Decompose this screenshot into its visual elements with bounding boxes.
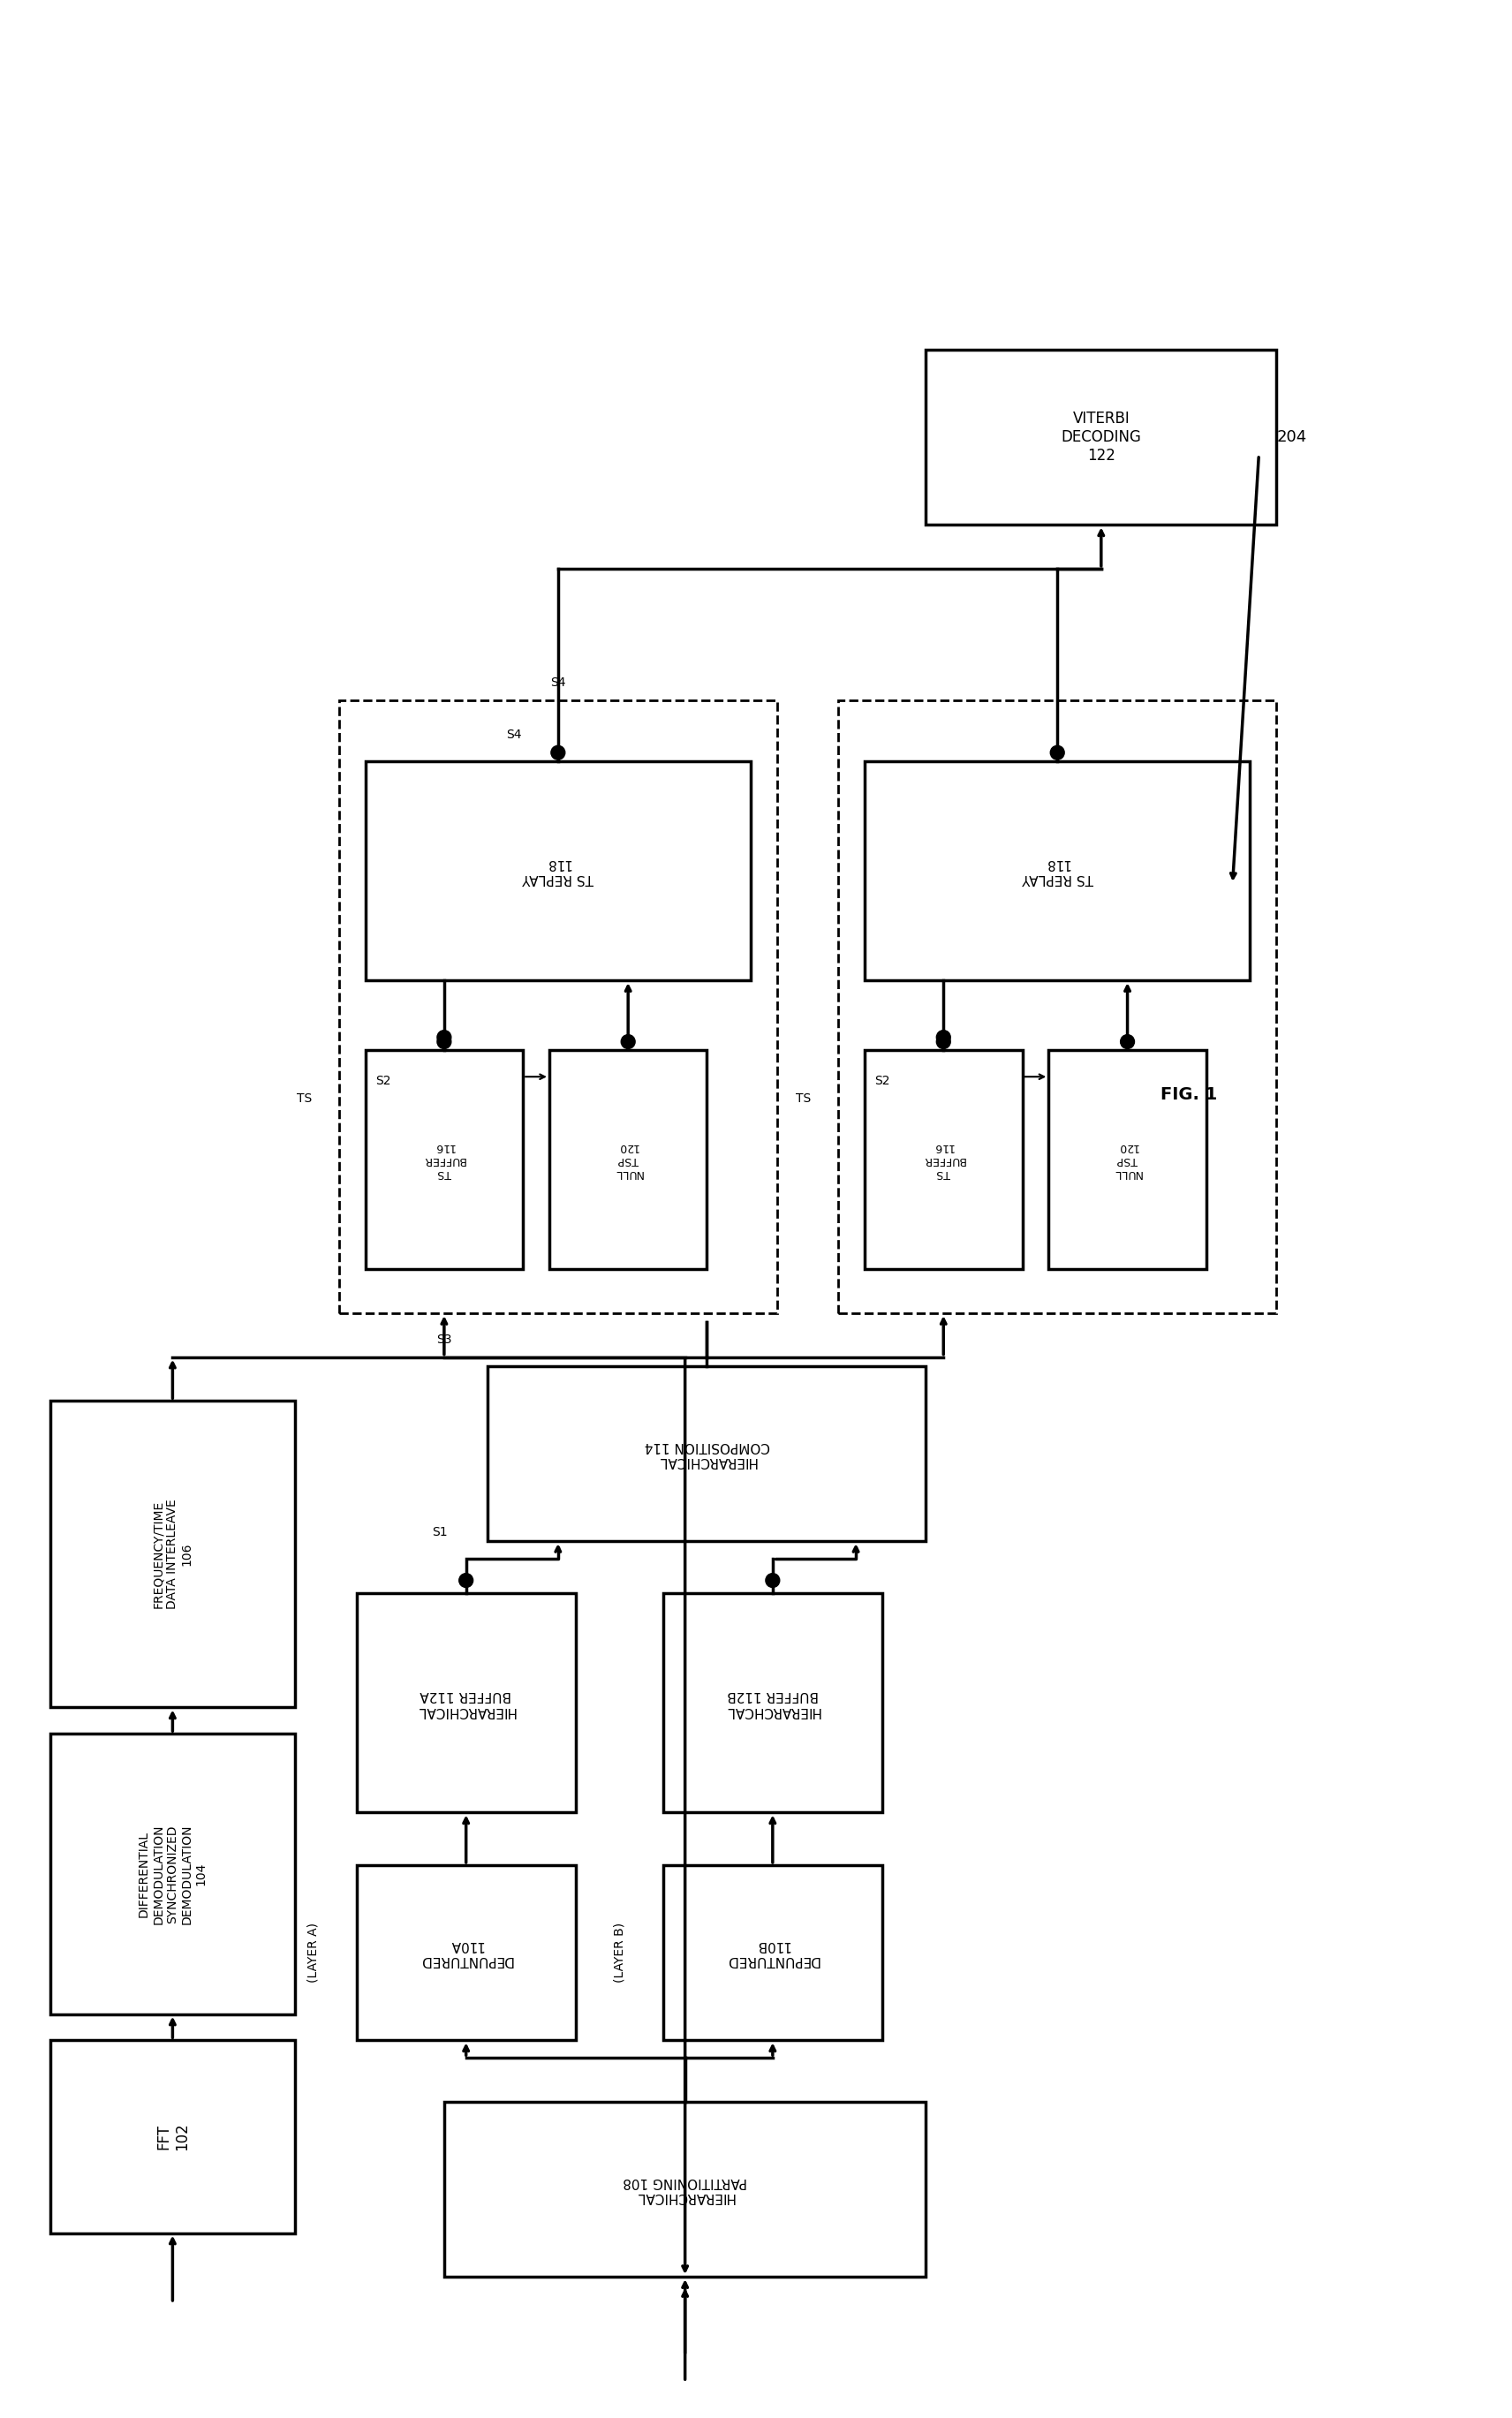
Text: S1: S1 (432, 1526, 448, 1538)
Text: NULL
TSP
120: NULL TSP 120 (614, 1141, 643, 1180)
Bar (339, 701, 777, 1313)
Text: TS: TS (296, 1093, 311, 1105)
Bar (366, 1049, 523, 1269)
Bar (838, 701, 1276, 1313)
Bar (664, 1864, 881, 2041)
Bar (865, 1049, 1022, 1269)
Circle shape (936, 1030, 951, 1045)
Circle shape (765, 1574, 780, 1586)
Circle shape (460, 1574, 473, 1586)
Text: DEPUNTURED
110A: DEPUNTURED 110A (419, 1939, 513, 1966)
Circle shape (936, 1035, 951, 1049)
Circle shape (437, 1030, 451, 1045)
Text: DIFFERENTIAL
DEMODULATION
SYNCHRONIZED
DEMODULATION
104: DIFFERENTIAL DEMODULATION SYNCHRONIZED D… (138, 1823, 207, 1925)
Text: FIG. 1: FIG. 1 (1160, 1086, 1217, 1103)
Text: FFT
102: FFT 102 (156, 2123, 189, 2150)
Text: (LAYER B): (LAYER B) (614, 1922, 626, 1983)
Text: VITERBI
DECODING
122: VITERBI DECODING 122 (1061, 411, 1142, 464)
Bar (357, 1593, 576, 1814)
Text: TS: TS (795, 1093, 810, 1105)
Text: TS REPLAY
118: TS REPLAY 118 (522, 856, 594, 885)
Bar (549, 1049, 708, 1269)
Circle shape (550, 745, 565, 759)
Bar (50, 1734, 295, 2014)
Text: FREQUENCY/TIME
DATA INTERLEAVE
106: FREQUENCY/TIME DATA INTERLEAVE 106 (153, 1499, 194, 1610)
Text: HIERARCHICAL
COMPOSITION 114: HIERARCHICAL COMPOSITION 114 (644, 1439, 770, 1468)
Circle shape (437, 1035, 451, 1049)
Bar (50, 1400, 295, 1707)
Text: S2: S2 (375, 1076, 390, 1088)
Bar (1049, 1049, 1207, 1269)
Bar (357, 1864, 576, 2041)
Text: TS
BUFFER
116: TS BUFFER 116 (423, 1141, 466, 1180)
Bar (925, 351, 1276, 525)
Text: (LAYER A): (LAYER A) (307, 1922, 319, 1983)
Text: DEPUNTURED
110B: DEPUNTURED 110B (726, 1939, 820, 1966)
Text: 204: 204 (1276, 430, 1306, 445)
Circle shape (1120, 1035, 1134, 1049)
Text: S3: S3 (437, 1332, 452, 1347)
Circle shape (1051, 745, 1064, 759)
Text: S2: S2 (874, 1076, 891, 1088)
Text: S4: S4 (550, 677, 565, 689)
Text: HIERARCHICAL
BUFFER 112A: HIERARCHICAL BUFFER 112A (417, 1688, 516, 1717)
Bar (488, 1366, 925, 1540)
Text: TS REPLAY
118: TS REPLAY 118 (1022, 856, 1093, 885)
Text: HIERARCHCAL
BUFFER 112B: HIERARCHCAL BUFFER 112B (726, 1688, 820, 1717)
Bar (865, 762, 1250, 979)
Text: TS
BUFFER
116: TS BUFFER 116 (922, 1141, 965, 1180)
Bar (50, 2041, 295, 2232)
Bar (366, 762, 751, 979)
Text: S4: S4 (507, 728, 522, 742)
Bar (664, 1593, 881, 1814)
Circle shape (621, 1035, 635, 1049)
Text: NULL
TSP
120: NULL TSP 120 (1113, 1141, 1142, 1180)
Text: HIERARCHICAL
PARTITIONING 108: HIERARCHICAL PARTITIONING 108 (623, 2174, 747, 2203)
Bar (445, 2101, 925, 2278)
